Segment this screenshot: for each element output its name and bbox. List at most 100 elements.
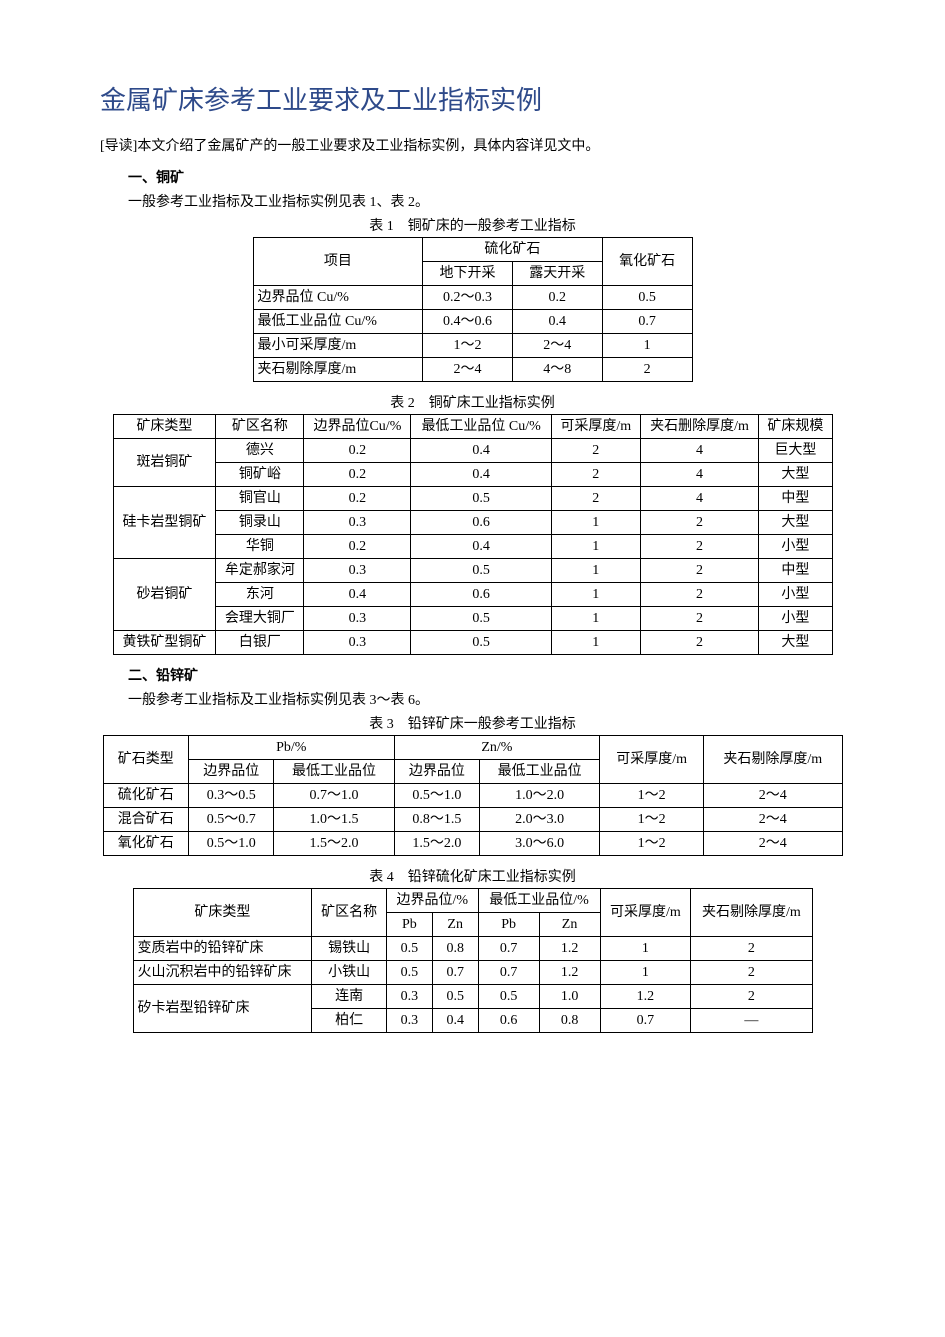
t4-h-zn: Zn (432, 913, 478, 937)
t2-cell: 1 (551, 559, 640, 583)
table4: 矿床类型 矿区名称 边界品位/% 最低工业品位/% 可采厚度/m 夹石剔除厚度/… (133, 888, 813, 1033)
t2-cell: 会理大铜厂 (216, 607, 304, 631)
t2-cell: 0.3 (304, 511, 411, 535)
t3-cell: 1.5～2.0 (394, 832, 479, 856)
t4-cell: 0.8 (432, 937, 478, 961)
t1-cell: 2～4 (423, 358, 513, 382)
t3-cell: 0.8～1.5 (394, 808, 479, 832)
t1-cell: 1 (602, 334, 692, 358)
t2-cell: 0.4 (411, 463, 551, 487)
t3-cell: 1.0～2.0 (480, 784, 600, 808)
t4-cell: 柏仁 (312, 1009, 387, 1033)
t4-cell: 0.6 (478, 1009, 539, 1033)
t2-h-scale: 矿床规模 (759, 415, 832, 439)
t3-cell: 2.0～3.0 (480, 808, 600, 832)
t1-cell: 边界品位 Cu/% (253, 286, 423, 310)
t3-cell: 2～4 (704, 784, 843, 808)
t1-h-oxid: 氧化矿石 (602, 238, 692, 286)
t3-cell: 1～2 (600, 784, 704, 808)
t2-cell: 小型 (759, 583, 832, 607)
t2-cell: 4 (640, 439, 759, 463)
t4-cell: 1.2 (600, 985, 691, 1009)
t4-cell: 0.5 (387, 961, 433, 985)
t3-cell: 硫化矿石 (103, 784, 188, 808)
t2-cell: 0.4 (304, 583, 411, 607)
t2-cell: 1 (551, 607, 640, 631)
t2-cell: 0.3 (304, 607, 411, 631)
t2-cell: 1 (551, 535, 640, 559)
t4-cell: 0.5 (478, 985, 539, 1009)
t2-cell: 2 (551, 439, 640, 463)
t3-h-cut: 边界品位 (394, 760, 479, 784)
table1-caption: 表 1 铜矿床的一般参考工业指标 (100, 215, 845, 235)
t2-cell: 0.5 (411, 631, 551, 655)
table1: 项目 硫化矿石 氧化矿石 地下开采 露天开采 边界品位 Cu/% 0.2～0.3… (253, 237, 693, 382)
t2-cell: 小型 (759, 535, 832, 559)
t2-type: 黄铁矿型铜矿 (113, 631, 216, 655)
t2-cell: 铜录山 (216, 511, 304, 535)
t2-cell: 1 (551, 511, 640, 535)
table2: 矿床类型 矿区名称 边界品位Cu/% 最低工业品位 Cu/% 可采厚度/m 夹石… (113, 414, 833, 655)
t1-cell: 0.4～0.6 (423, 310, 513, 334)
t2-cell: 1 (551, 631, 640, 655)
t2-h-area: 矿区名称 (216, 415, 304, 439)
t3-cell: 混合矿石 (103, 808, 188, 832)
t1-cell: 0.4 (512, 310, 602, 334)
t2-cell: 大型 (759, 511, 832, 535)
t1-cell: 0.7 (602, 310, 692, 334)
t1-cell: 最小可采厚度/m (253, 334, 423, 358)
section-1-sub: 一般参考工业指标及工业指标实例见表 1、表 2。 (100, 191, 845, 211)
t3-h-pb: Pb/% (188, 736, 394, 760)
t2-cell: 华铜 (216, 535, 304, 559)
t3-cell: 1.5～2.0 (274, 832, 394, 856)
t2-cell: 0.2 (304, 463, 411, 487)
t1-cell: 1～2 (423, 334, 513, 358)
t3-h-waste: 夹石剔除厚度/m (704, 736, 843, 784)
t3-h-min: 最低工业品位 (480, 760, 600, 784)
t2-cell: 巨大型 (759, 439, 832, 463)
t2-cell: 德兴 (216, 439, 304, 463)
t4-cell: 0.5 (432, 985, 478, 1009)
t3-h-type: 矿石类型 (103, 736, 188, 784)
t2-cell: 4 (640, 463, 759, 487)
table4-caption: 表 4 铅锌硫化矿床工业指标实例 (100, 866, 845, 886)
t4-cell: 0.8 (539, 1009, 600, 1033)
t4-h-cut: 边界品位/% (387, 889, 479, 913)
t2-cell: 2 (640, 631, 759, 655)
t4-cell: 1.2 (539, 961, 600, 985)
t2-cell: 0.5 (411, 559, 551, 583)
t2-h-min: 最低工业品位 Cu/% (411, 415, 551, 439)
t1-cell: 2 (602, 358, 692, 382)
t3-cell: 3.0～6.0 (480, 832, 600, 856)
t4-cell: 锡铁山 (312, 937, 387, 961)
t1-cell: 0.2 (512, 286, 602, 310)
t3-cell: 0.3～0.5 (188, 784, 273, 808)
t2-cell: 2 (640, 535, 759, 559)
t2-h-waste: 夹石删除厚度/m (640, 415, 759, 439)
t3-cell: 1～2 (600, 832, 704, 856)
table2-caption: 表 2 铜矿床工业指标实例 (100, 392, 845, 412)
t3-cell: 1～2 (600, 808, 704, 832)
t4-cell: 2 (691, 961, 812, 985)
t2-cell: 0.3 (304, 631, 411, 655)
t1-h-item: 项目 (253, 238, 423, 286)
t4-cell: 1.0 (539, 985, 600, 1009)
t3-cell: 0.5～1.0 (394, 784, 479, 808)
t3-cell: 2～4 (704, 808, 843, 832)
t4-type: 变质岩中的铅锌矿床 (133, 937, 312, 961)
t1-cell: 2～4 (512, 334, 602, 358)
t4-h-type: 矿床类型 (133, 889, 312, 937)
t1-cell: 4～8 (512, 358, 602, 382)
t4-cell: 0.3 (387, 985, 433, 1009)
t2-cell: 2 (640, 607, 759, 631)
t2-h-type: 矿床类型 (113, 415, 216, 439)
t4-cell: 1.2 (539, 937, 600, 961)
t4-cell: 0.7 (600, 1009, 691, 1033)
t2-cell: 0.4 (411, 535, 551, 559)
t2-h-thick: 可采厚度/m (551, 415, 640, 439)
t3-cell: 氧化矿石 (103, 832, 188, 856)
t4-cell: 小铁山 (312, 961, 387, 985)
t1-cell: 夹石剔除厚度/m (253, 358, 423, 382)
t3-cell: 2～4 (704, 832, 843, 856)
t4-cell: 0.7 (478, 961, 539, 985)
